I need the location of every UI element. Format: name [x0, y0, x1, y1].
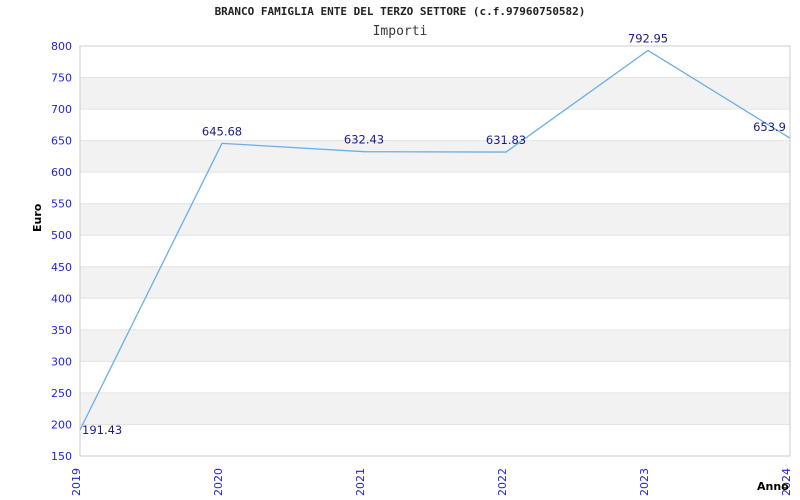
x-tick-label: 2022 [496, 468, 509, 496]
y-tick-label: 300 [51, 355, 72, 368]
x-tick-label: 2023 [638, 468, 651, 496]
y-tick-label: 750 [51, 72, 72, 85]
band-row [80, 329, 790, 362]
y-tick-label: 700 [51, 103, 72, 116]
band-row [80, 392, 790, 425]
data-point-label: 792.95 [628, 31, 668, 45]
y-tick-label: 550 [51, 198, 72, 211]
y-tick-label: 350 [51, 324, 72, 337]
x-tick-label: 2019 [70, 468, 83, 496]
y-tick-label: 250 [51, 387, 72, 400]
band-row [80, 140, 790, 173]
y-tick-label: 150 [51, 450, 72, 463]
y-tick-label: 400 [51, 292, 72, 305]
x-tick-labels: 2019 2020 2021 2022 2023 2024 [70, 468, 793, 496]
y-axis-bands [80, 77, 790, 425]
band-row [80, 266, 790, 299]
y-tick-label: 500 [51, 229, 72, 242]
plot-border [79, 45, 791, 457]
chart-subtitle: Importi [372, 24, 428, 39]
y-tick-label: 650 [51, 135, 72, 148]
data-point-label: 645.68 [202, 124, 242, 138]
x-tick-label: 2021 [354, 468, 367, 496]
data-point-labels: 191.43 645.68 632.43 631.83 792.95 653.9 [82, 31, 786, 436]
y-tick-label: 800 [51, 40, 72, 53]
y-tick-label: 450 [51, 261, 72, 274]
x-axis-title: Anno [757, 480, 789, 493]
chart-title: BRANCO FAMIGLIA ENTE DEL TERZO SETTORE (… [214, 5, 586, 18]
band-row [80, 77, 790, 110]
band-row [80, 203, 790, 236]
data-line-series [79, 49, 791, 431]
x-tick-label: 2020 [212, 468, 225, 496]
data-point-label: 191.43 [82, 423, 122, 437]
y-axis-title: Euro [31, 203, 44, 232]
x-tick-label: 2024 [780, 468, 793, 496]
y-tick-label: 200 [51, 418, 72, 431]
y-tick-label: 600 [51, 166, 72, 179]
y-tick-labels: 150 200 250 300 350 400 450 500 550 600 650 700 750 8… [51, 40, 72, 463]
data-point-label: 632.43 [344, 133, 384, 147]
data-point-label: 631.83 [486, 133, 526, 147]
y-gridlines [80, 77, 790, 425]
data-point-label: 653.9 [753, 120, 786, 134]
